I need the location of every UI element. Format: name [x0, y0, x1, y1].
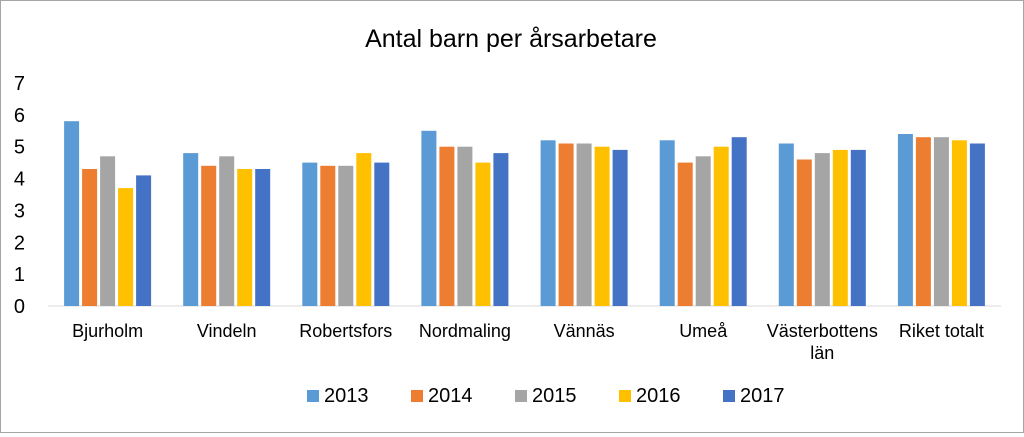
bar-2017 [136, 175, 152, 306]
bar-2013 [659, 140, 675, 306]
legend-swatch [411, 390, 423, 402]
legend-item: 2014 [411, 385, 473, 407]
bar-2015 [814, 153, 830, 306]
legend-label: 2017 [740, 385, 785, 407]
bar-2016 [475, 162, 491, 306]
bar-2016 [832, 149, 848, 306]
x-tick-label: Umeå [679, 321, 728, 341]
bar-group [421, 130, 509, 306]
bar-2015 [576, 143, 592, 306]
bar-2015 [219, 156, 235, 306]
legend-item: 2016 [619, 385, 681, 407]
x-tick-label: Nordmaling [419, 321, 511, 341]
bar-2013 [302, 162, 318, 306]
bar-2016 [118, 188, 134, 306]
bar-2014 [439, 146, 455, 306]
bar-2016 [237, 169, 253, 306]
bar-2014 [796, 159, 812, 306]
bar-2014 [558, 143, 574, 306]
bar-2017 [255, 169, 271, 306]
bar-group [64, 121, 152, 306]
bar-2013 [778, 143, 794, 306]
bar-2013 [897, 134, 913, 306]
bar-group [540, 140, 628, 306]
bar-2015 [457, 146, 473, 306]
legend-item: 2015 [515, 385, 577, 407]
legend-swatch [619, 390, 631, 402]
y-tick-label: 0 [14, 296, 25, 318]
bar-2015 [933, 137, 949, 306]
bar-group [183, 153, 271, 306]
bar-group [778, 143, 866, 306]
bar-2014 [201, 165, 217, 306]
legend-label: 2016 [636, 385, 681, 407]
y-tick-label: 5 [14, 137, 25, 159]
bar-2014 [677, 162, 693, 306]
bar-2017 [850, 149, 866, 306]
bar-2017 [493, 153, 509, 306]
bar-2017 [374, 162, 390, 306]
x-tick-label: län [810, 343, 834, 363]
legend-item: 2013 [307, 385, 369, 407]
bar-2014 [320, 165, 336, 306]
x-tick-label: Vindeln [197, 321, 257, 341]
y-tick-label: 3 [14, 200, 25, 222]
y-tick-label: 4 [14, 169, 25, 191]
legend-item: 2017 [723, 385, 785, 407]
bar-2013 [540, 140, 556, 306]
bar-2015 [100, 156, 116, 306]
bar-2017 [612, 149, 628, 306]
y-tick-label: 1 [14, 264, 25, 286]
y-tick-label: 7 [14, 73, 25, 95]
bar-2013 [421, 130, 437, 306]
x-tick-label: Vännäs [554, 321, 615, 341]
legend-label: 2015 [532, 385, 577, 407]
bar-group [659, 137, 747, 306]
bar-2017 [731, 137, 747, 306]
y-tick-label: 2 [14, 232, 25, 254]
bars [64, 121, 985, 306]
bar-2015 [695, 156, 711, 306]
bar-2013 [183, 153, 199, 306]
bar-2016 [594, 146, 610, 306]
x-tick-label: Bjurholm [72, 321, 143, 341]
legend-label: 2014 [428, 385, 473, 407]
x-tick-label: Västerbottens [767, 321, 878, 341]
legend-swatch [307, 390, 319, 402]
bar-2017 [969, 143, 985, 306]
bar-2014 [82, 169, 98, 306]
x-axis: Bjurholm Vindeln Robertsfors Nordmaling Vänn… [72, 321, 984, 363]
legend-swatch [515, 390, 527, 402]
bar-2016 [713, 146, 729, 306]
chart-title: Antal barn per årsarbetare [365, 25, 657, 53]
legend-label: 2013 [324, 385, 369, 407]
x-tick-label: Robertsfors [299, 321, 392, 341]
legend-swatch [723, 390, 735, 402]
bar-2016 [951, 140, 967, 306]
bar-group [897, 134, 985, 306]
y-tick-label: 6 [14, 105, 25, 127]
bar-group [302, 153, 390, 306]
bar-2014 [915, 137, 931, 306]
bar-2015 [338, 165, 354, 306]
legend: 2013 2014 2015 2016 2017 [307, 385, 785, 407]
bar-2013 [64, 121, 80, 306]
bar-2016 [356, 153, 372, 306]
x-tick-label: Riket totalt [899, 321, 984, 341]
